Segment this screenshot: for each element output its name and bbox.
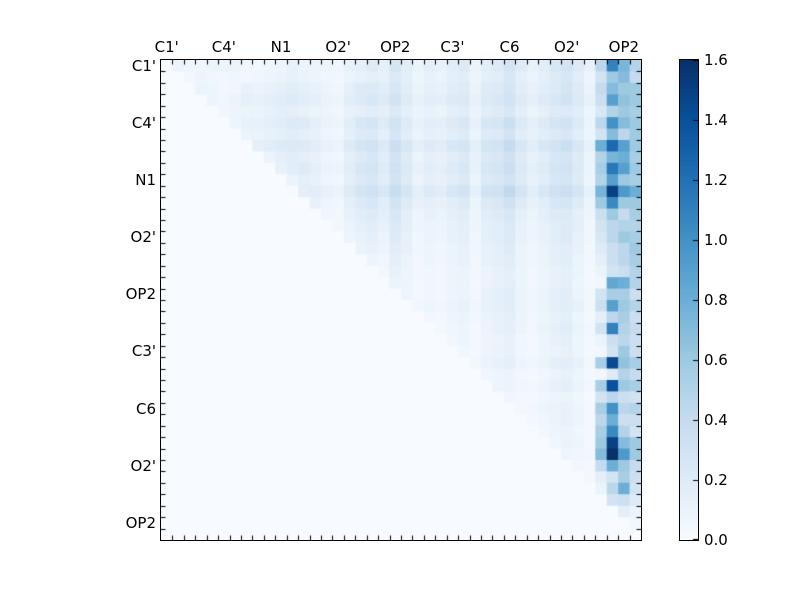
colorbar-tick-label: 1.2 — [704, 171, 728, 189]
x-axis-tick-label: OP2 — [608, 38, 640, 56]
colorbar-tick-label: 0.6 — [704, 351, 728, 369]
x-axis-tick-label: OP2 — [380, 38, 411, 56]
x-axis-tick-label: C1' — [154, 38, 179, 56]
y-axis-tick-label: OP2 — [125, 513, 156, 532]
colorbar-tick-label: 0.8 — [704, 291, 728, 309]
x-axis-tick-label: O2' — [553, 38, 580, 56]
x-axis-tick-label: C3' — [440, 38, 465, 56]
y-axis-tick-label: C6 — [135, 399, 156, 418]
y-axis-tick-label: O2' — [130, 228, 156, 247]
colorbar-canvas — [679, 59, 699, 541]
colorbar-tick-label: 1.0 — [704, 231, 728, 249]
y-axis-tick-label: C4' — [131, 113, 156, 132]
y-axis-tick-label: C1' — [131, 56, 156, 75]
colorbar-tick-label: 1.6 — [704, 51, 728, 69]
x-axis-tick-label: O2' — [325, 38, 351, 56]
y-axis-tick-label: C3' — [131, 342, 156, 361]
colorbar-tick-label: 0.4 — [704, 411, 728, 429]
x-axis-tick-label: N1 — [270, 38, 292, 56]
heatmap-canvas — [160, 59, 642, 541]
colorbar-tick-label: 1.4 — [704, 111, 728, 129]
y-axis-tick-label: O2' — [130, 456, 156, 475]
x-axis-tick-label: C6 — [499, 38, 520, 56]
colorbar-tick-label: 0.0 — [704, 531, 728, 549]
y-axis-tick-label: OP2 — [125, 285, 156, 304]
colorbar-tick-label: 0.2 — [704, 471, 728, 489]
x-axis-tick-label: C4' — [211, 38, 236, 56]
y-axis-tick-label: N1 — [135, 171, 156, 189]
